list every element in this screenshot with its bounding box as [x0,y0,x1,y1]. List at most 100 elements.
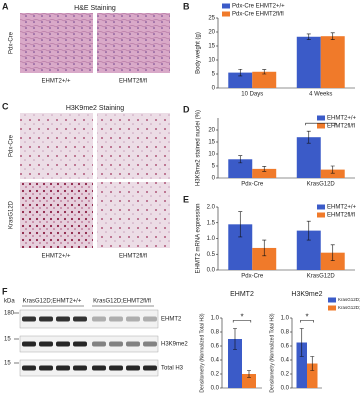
legend-label: EHMT2fl/fl [327,124,355,130]
x-tick-label: KrasG12D [307,182,336,188]
blot-band [39,365,53,371]
blot-band [126,316,140,322]
blot-band-label: EHMT2 [161,317,182,323]
ihc-image [20,182,93,248]
panel-label: B [183,1,190,11]
bar [242,374,256,388]
error-bar [262,69,267,75]
legend-label: EHMT2+/+ [327,205,357,211]
ihc-image [97,113,170,179]
legend-swatch [222,3,230,9]
blot-marker: 15 [4,337,11,343]
error-bar [330,32,335,40]
blot-band [56,365,70,371]
panel-label: C [2,101,9,111]
legend-label: EHMT2+/+ [327,116,357,122]
bar [228,224,253,270]
blot-strip [19,335,159,353]
blot-band [109,365,123,371]
row-label: Pdx-Cre [9,134,15,157]
he-image [20,13,93,73]
y-tick-label: 20 [208,128,215,134]
bar [320,252,345,270]
y-tick-label: 15 [208,44,215,50]
blot-band [143,341,157,347]
y-tick-label: 10 [208,152,215,158]
y-tick-label: 0.6 [281,344,290,350]
bar [296,230,321,270]
error-bar [299,328,304,357]
blot-band [143,316,157,322]
bar [320,169,345,178]
x-tick-label: KrasG12D [307,274,336,280]
y-tick-label: 15 [208,140,215,146]
legend-swatch [317,123,325,129]
he-image [97,13,170,73]
col-label: EHMT2+/+ [41,254,71,260]
blot-band [22,316,36,322]
significance-bracket [232,320,252,323]
legend-label: Pdx-Cre EHMT2fl/fl [232,12,284,18]
legend-label: KrasG12D;EHMT2+/+ [338,297,360,302]
blot-band [39,341,53,347]
blot-band [73,341,87,347]
blot-group: KrasG12D;EHMT2fl/fl [93,299,151,305]
col-label: EHMT2+/+ [41,79,71,85]
legend-label: Pdx-Cre EHMT2+/+ [232,4,285,10]
significance-mark: * [240,313,243,322]
blot-band [109,316,123,322]
error-bar [306,33,311,40]
blot-band [73,316,87,322]
y-tick-label: 0.0 [207,268,216,274]
ihc-image [20,113,93,179]
panel-title: H&E Staining [74,5,116,12]
col-label: EHMT2fl/fl [119,254,147,260]
legend-swatch [317,204,325,210]
bar [307,363,318,388]
row-label: KrasG12D [9,200,15,229]
error-bar [310,356,315,371]
legend-swatch [317,115,325,121]
blot-band [92,341,106,347]
blot-band-label: H3K9me2 [161,342,188,348]
bar [320,36,345,88]
y-axis-label: Densitometry (Normalized Total H3) [269,313,275,392]
bar [252,71,277,88]
blot-strip [19,359,159,377]
y-tick-label: 5 [212,164,216,170]
blot-band [126,365,140,371]
row-label: Pdx-Cre [9,31,15,54]
error-bar [262,239,267,257]
blot-group: KrasG12D;EHMT2+/+ [23,299,82,305]
error-bar [306,130,311,144]
y-tick-label: 0.2 [211,372,220,378]
bar [296,137,321,178]
legend-swatch [222,11,230,17]
bar [296,342,307,388]
significance-bracket [305,122,337,126]
panel-label: D [183,104,190,114]
x-tick-label: Pdx-Cre [241,182,264,188]
error-bar [330,165,335,174]
error-bar [247,370,251,378]
blot-band [143,365,157,371]
y-tick-label: 2.0 [207,205,216,211]
blot-band [73,365,87,371]
panel-label: A [2,1,9,11]
blot-strip [19,309,159,329]
y-tick-label: 1.0 [281,316,290,322]
panel-label: E [183,194,189,204]
blot-band [126,341,140,347]
x-tick-label: Pdx-Cre [241,274,264,280]
y-tick-label: 0.2 [281,372,290,378]
significance-bracket [300,320,314,323]
error-bar [262,166,267,172]
y-axis-label: Body weight (g) [196,32,202,74]
blot-band [56,316,70,322]
ihc-image [97,182,170,248]
bar [228,339,242,388]
blot-band [109,341,123,347]
error-bar [238,155,243,164]
